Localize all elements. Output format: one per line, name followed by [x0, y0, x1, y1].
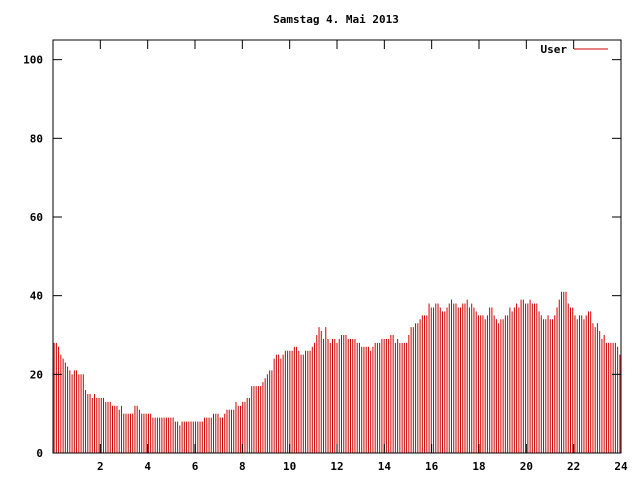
x-tick-label: 16: [425, 460, 439, 473]
y-tick-label: 0: [36, 447, 43, 460]
x-tick-label: 14: [378, 460, 392, 473]
x-tick-label: 24: [614, 460, 628, 473]
bar-series-user: [53, 291, 621, 453]
x-tick-label: 6: [192, 460, 199, 473]
y-tick-label: 100: [23, 54, 43, 67]
x-tick-label: 20: [520, 460, 533, 473]
y-tick-label: 20: [30, 368, 43, 381]
x-tick-label: 18: [472, 460, 485, 473]
x-tick-label: 12: [330, 460, 343, 473]
y-tick-label: 40: [30, 290, 43, 303]
y-tick-label: 80: [30, 132, 43, 145]
x-tick-label: 4: [144, 460, 151, 473]
x-tick-label: 2: [97, 460, 104, 473]
chart-title: Samstag 4. Mai 2013: [273, 13, 399, 26]
y-tick-label: 60: [30, 211, 43, 224]
x-tick-label: 22: [567, 460, 580, 473]
legend-label-user: User: [541, 43, 568, 56]
legend: User: [541, 43, 608, 56]
x-tick-label: 8: [239, 460, 246, 473]
x-tick-label: 10: [283, 460, 296, 473]
